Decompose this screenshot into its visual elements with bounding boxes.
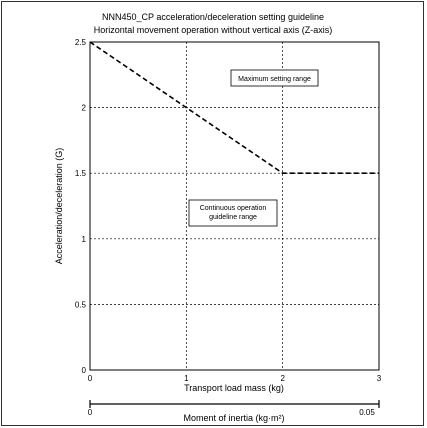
continuous-range-label-line1: Continuous operation: [200, 205, 267, 212]
continuous-range-box: [188, 199, 278, 227]
x-tick-label: 2: [280, 374, 285, 383]
plot-area: [89, 41, 380, 371]
inertia-axis-label: Moment of inertia (kg·m²): [183, 413, 284, 423]
max-range-box: [230, 69, 319, 87]
guideline-series-line: [89, 41, 379, 174]
x-tick-label: 0: [88, 374, 93, 383]
x-tick-labels: 0 1 2 3: [88, 374, 382, 383]
max-range-label: Maximum setting range: [238, 76, 311, 83]
x-tick-label: 3: [377, 374, 382, 383]
x-axis-label: Transport load mass (kg): [184, 383, 284, 393]
continuous-range-label-line2: guideline range: [209, 214, 257, 221]
inertia-max-label: 0.05: [359, 408, 375, 417]
y-axis-label: Acceleration/deceleration (G): [54, 148, 64, 265]
chart-subtitle: Horizontal movement operation without ve…: [94, 25, 333, 35]
y-tick-label: 1.5: [75, 169, 87, 178]
y-tick-label: 0.5: [75, 300, 87, 309]
y-tick-label: 2.5: [75, 38, 87, 47]
y-tick-label: 2: [82, 104, 87, 113]
x-tick-label: 1: [184, 374, 189, 383]
y-tick-label: 0: [82, 366, 87, 375]
y-tick-labels: 0 0.5 1 1.5 2 2.5: [75, 38, 87, 375]
chart-title: NNN450_CP acceleration/deceleration sett…: [102, 12, 324, 22]
inertia-min-label: 0: [88, 408, 93, 417]
y-tick-label: 1: [82, 235, 87, 244]
